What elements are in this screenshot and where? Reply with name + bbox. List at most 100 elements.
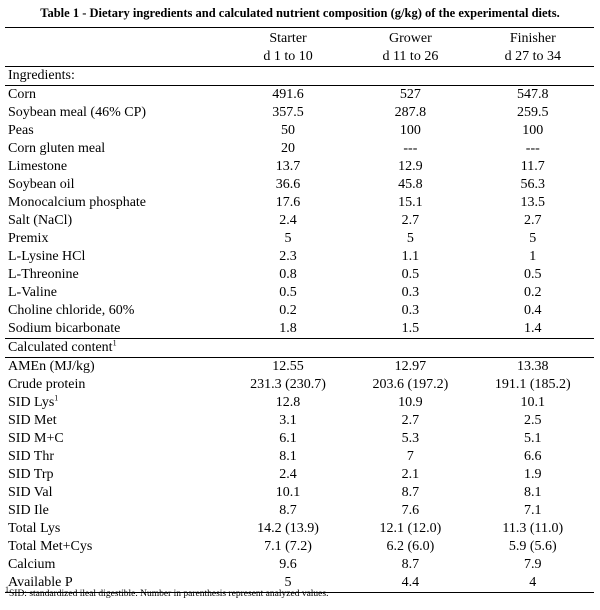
cell-value: 287.8 [394,105,427,120]
row-label-text: Total Met+Cys [8,539,93,554]
cell-value: 4 [471,574,594,593]
cell-value: 5 [284,231,292,246]
table-row: SID Trp 2.4 2.1 1.9 [5,466,594,484]
row-label-text: SID Ile [8,503,49,518]
cell-value: 12.9 [398,159,423,174]
row-label: L-Threonine [5,266,227,284]
row-label: Corn [5,86,227,105]
row-label: Peas [5,122,227,140]
section-ingredients-label: Ingredients: [5,66,594,86]
cell-value: 12.55 [272,359,304,374]
header-blank [5,48,227,67]
header-finisher-period: d 27 to 34 [504,49,561,64]
cell-value: 6.6 [524,449,542,464]
cell-value: 13.7 [275,159,301,174]
row-label-text: Peas [8,123,34,138]
cell-value: 8.1 [279,449,297,464]
table-row: L-Lysine HCl 2.3 1.1 1 [5,248,594,266]
cell-value: 2.1 [401,467,420,482]
row-label: Limestone [5,158,227,176]
table-footnote: 1SID: standardized ileal digestible. Num… [5,585,328,599]
cell-value: 56.3 [520,177,546,192]
table-row: Salt (NaCl) 2.4 2.7 2.7 [5,212,594,230]
table-row: Total Met+Cys 7.1 (7.2) 6.2 (6.0) 5.9 (5.6) [5,538,594,556]
cell-value: 8.7 [401,557,420,572]
cell-value: 12.1 (12.0) [379,521,442,536]
row-label: SID Trp [5,466,227,484]
cell-value: 5.9 (5.6) [508,539,557,554]
table-row: Calcium 9.6 8.7 7.9 [5,556,594,574]
table-row: Sodium bicarbonate 1.8 1.5 1.4 [5,320,594,339]
table-row: Monocalcium phosphate 17.6 15.1 13.5 [5,194,594,212]
row-label-text: Calcium [8,557,56,572]
header-grower-period: d 11 to 26 [382,49,439,64]
table-row: Available P 5 4.4 4 [5,574,594,593]
row-label-text: Crude protein [8,377,86,392]
cell-value: --- [525,141,540,156]
table-row: Corn gluten meal 20 --- --- [5,140,594,158]
cell-value: 6.1 [279,431,297,446]
table-row: L-Threonine 0.8 0.5 0.5 [5,266,594,284]
section-calculated-label: Calculated content1 [5,338,594,358]
row-label: Monocalcium phosphate [5,194,227,212]
cell-value: 14.2 (13.9) [257,521,319,536]
row-label: L-Lysine HCl [5,248,227,266]
row-label: Calcium [5,556,227,574]
cell-value: 13.38 [517,359,549,374]
cell-value: 45.8 [398,177,423,192]
cell-value: 0.5 [524,267,542,282]
row-label: Available P [5,574,227,593]
row-label-text: L-Valine [8,285,57,300]
row-label-text: SID Lys [8,395,55,410]
header-blank [5,27,227,48]
row-label-text: Choline chloride, 60% [8,303,135,318]
header-starter-period: d 1 to 10 [263,49,313,64]
cell-value: --- [403,141,418,156]
table-row: AMEn (MJ/kg) 12.55 12.97 13.38 [5,358,594,377]
row-label-text: Limestone [8,159,68,174]
cell-value: 2.7 [524,213,542,228]
row-label-text: SID Val [8,485,53,500]
row-label: AMEn (MJ/kg) [5,358,227,377]
row-label-text: L-Threonine [8,267,79,282]
cell-value: 100 [399,123,421,138]
cell-value: 20 [281,141,296,156]
row-label-text: Soybean meal (46% CP) [8,105,147,120]
cell-value: 13.5 [520,195,546,210]
cell-value: 0.5 [279,285,297,300]
table-row: Corn 491.6 527 547.8 [5,86,594,105]
row-label-text: SID Trp [8,467,54,482]
cell-value: 5 [406,231,414,246]
cell-value: 6.2 (6.0) [386,539,435,554]
cell-value: 5.1 [524,431,542,446]
cell-value: 7.9 [524,557,542,572]
cell-value: 0.3 [401,303,420,318]
table-row: Crude protein 231.3 (230.7) 203.6 (197.2) 1… [5,376,594,394]
cell-value: 5 [226,574,350,593]
cell-value: 0.2 [524,285,542,300]
cell-value: 4.4 [349,574,472,593]
cell-value: 8.7 [279,503,297,518]
row-label: SID Thr [5,448,227,466]
cell-value: 2.4 [279,213,297,228]
row-label: SID M+C [5,430,227,448]
header-starter: Starter [226,27,350,48]
row-label: Sodium bicarbonate [5,320,227,339]
cell-value: 1.1 [401,249,420,264]
footnote-ref: 1 [54,393,59,403]
section-calculated-text: Calculated content [8,340,113,355]
cell-value: 527 [399,87,421,102]
table-row: L-Valine 0.5 0.3 0.2 [5,284,594,302]
row-label-text: Monocalcium phosphate [8,195,147,210]
cell-value: 10.9 [398,395,423,410]
cell-value: 1.8 [279,321,297,336]
cell-value: 1.9 [524,467,542,482]
cell-value: 17.6 [275,195,301,210]
cell-value: 0.3 [401,285,420,300]
row-label: Salt (NaCl) [5,212,227,230]
header-row-periods: d 1 to 10 d 11 to 26 d 27 to 34 [5,48,594,67]
section-ingredients: Ingredients: [5,66,594,86]
cell-value: 15.1 [398,195,423,210]
cell-value: 12.97 [394,359,427,374]
